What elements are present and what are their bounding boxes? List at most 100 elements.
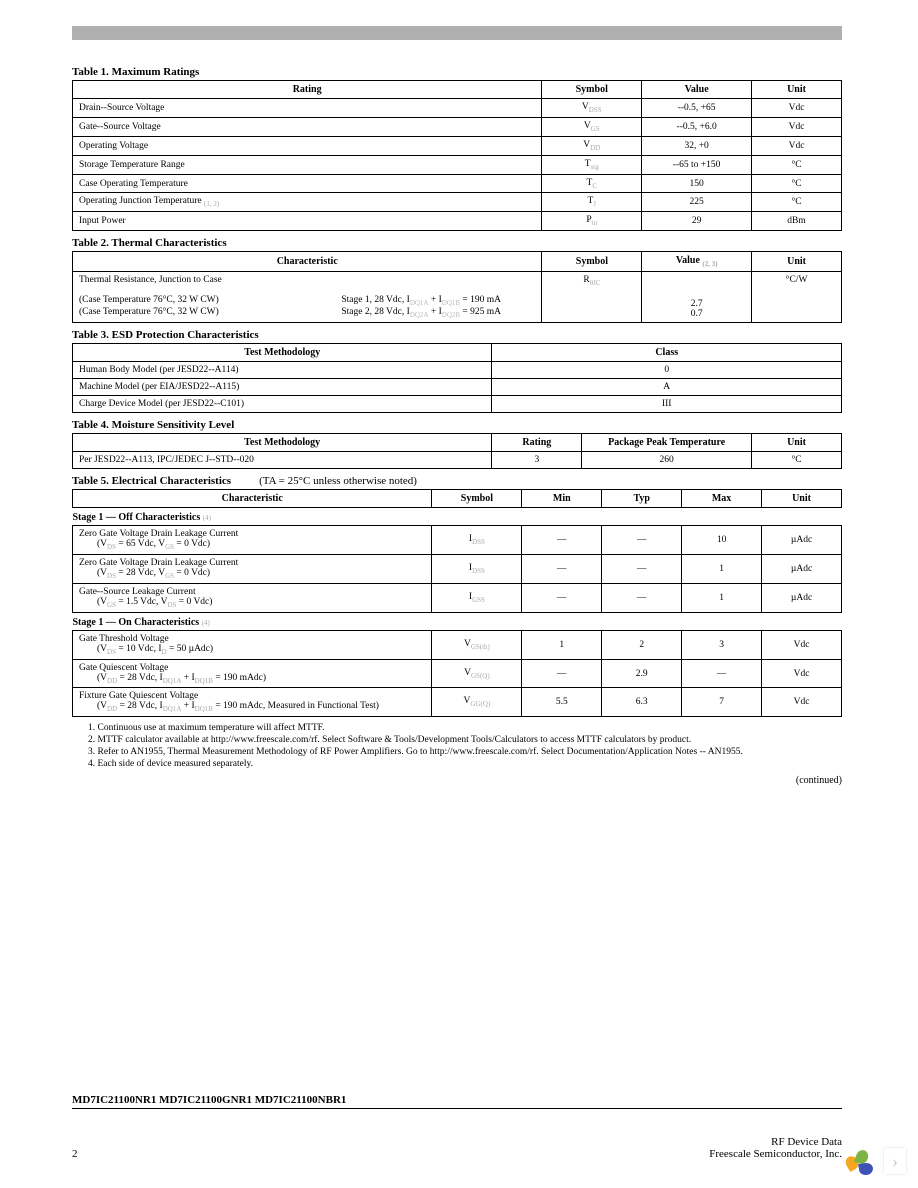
char-cell: Fixture Gate Quiescent Voltage(VDD = 28 … [73, 688, 432, 717]
class-cell: III [492, 396, 842, 413]
char-cell: Zero Gate Voltage Drain Leakage Current(… [73, 554, 432, 583]
rating-cell: Storage Temperature Range [73, 155, 542, 174]
unit-cell: Vdc [762, 630, 842, 659]
symbol-cell: IDSS [432, 554, 522, 583]
th-ppt: Package Peak Temperature [582, 434, 752, 452]
typ-cell: 6.3 [602, 688, 682, 717]
table2-title: Table 2. Thermal Characteristics [72, 237, 842, 249]
unit-cell: µAdc [762, 526, 842, 555]
class-cell: 0 [492, 362, 842, 379]
value-cell: 32, +0 [642, 136, 752, 155]
table-row: Operating Junction Temperature (1, 2) TJ… [73, 193, 842, 212]
th-symbol: Symbol [542, 252, 642, 272]
table2-header-row: Characteristic Symbol Value (2, 3) Unit [73, 252, 842, 272]
symbol-cell: TJ [542, 193, 642, 212]
header-gray-bar [72, 26, 842, 40]
th-value: Value [642, 81, 752, 99]
table2: Characteristic Symbol Value (2, 3) Unit … [72, 251, 842, 323]
table-row: Input Power Pin 29 dBm [73, 212, 842, 231]
th-unit: Unit [752, 81, 842, 99]
rating-cell: Drain--Source Voltage [73, 99, 542, 118]
th-symbol: Symbol [542, 81, 642, 99]
max-cell: — [682, 659, 762, 688]
footnote-item: 2. MTTF calculator available at http://w… [88, 735, 842, 745]
msl-ppt: 260 [582, 452, 752, 469]
logo-icon [844, 1146, 874, 1176]
th-rating: Rating [73, 81, 542, 99]
th-unit: Unit [752, 252, 842, 272]
section-off: Stage 1 — Off Characteristics (4) [73, 508, 842, 526]
th-unit: Unit [762, 490, 842, 508]
symbol-cell: VGS [542, 117, 642, 136]
table-row: Zero Gate Voltage Drain Leakage Current(… [73, 554, 842, 583]
symbol-cell: IGSS [432, 583, 522, 612]
table3-header-row: Test Methodology Class [73, 344, 842, 362]
unit-cell: dBm [752, 212, 842, 231]
table1-title: Table 1. Maximum Ratings [72, 66, 842, 78]
unit-cell: µAdc [762, 554, 842, 583]
method-cell: Charge Device Model (per JESD22--C101) [73, 396, 492, 413]
footer-rule [72, 1108, 842, 1109]
thermal-symbol: RθJC [542, 272, 642, 323]
value-cell: --0.5, +6.0 [642, 117, 752, 136]
table-row: Gate--Source Voltage VGS --0.5, +6.0 Vdc [73, 117, 842, 136]
table-row: Machine Model (per EIA/JESD22--A115)A [73, 379, 842, 396]
th-max: Max [682, 490, 762, 508]
msl-unit: °C [752, 452, 842, 469]
continued-label: (continued) [72, 775, 842, 786]
th-unit: Unit [752, 434, 842, 452]
thermal-values: 2.70.7 [642, 272, 752, 323]
min-cell: 1 [522, 630, 602, 659]
min-cell: — [522, 554, 602, 583]
table5-header-row: Characteristic Symbol Min Typ Max Unit [73, 490, 842, 508]
max-cell: 3 [682, 630, 762, 659]
unit-cell: Vdc [752, 117, 842, 136]
table3: Test Methodology Class Human Body Model … [72, 343, 842, 413]
next-page-icon[interactable]: › [884, 1148, 906, 1174]
th-typ: Typ [602, 490, 682, 508]
table-row: Gate--Source Leakage Current(VGS = 1.5 V… [73, 583, 842, 612]
th-method: Test Methodology [73, 344, 492, 362]
section-on: Stage 1 — On Characteristics (4) [73, 612, 842, 630]
symbol-cell: IDSS [432, 526, 522, 555]
th-method: Test Methodology [73, 434, 492, 452]
max-cell: 1 [682, 554, 762, 583]
rating-cell: Operating Voltage [73, 136, 542, 155]
unit-cell: °C [752, 174, 842, 193]
typ-cell: 2.9 [602, 659, 682, 688]
symbol-cell: Pin [542, 212, 642, 231]
msl-method: Per JESD22--A113, IPC/JEDEC J--STD--020 [73, 452, 492, 469]
table1: Rating Symbol Value Unit Drain--Source V… [72, 80, 842, 231]
table-row: Storage Temperature Range Tstg --65 to +… [73, 155, 842, 174]
msl-rating: 3 [492, 452, 582, 469]
table-row: Case Operating Temperature TC 150 °C [73, 174, 842, 193]
value-cell: --65 to +150 [642, 155, 752, 174]
rating-cell: Case Operating Temperature [73, 174, 542, 193]
page-content: Table 1. Maximum Ratings Rating Symbol V… [72, 60, 842, 786]
symbol-cell: VGS(Q) [432, 659, 522, 688]
min-cell: — [522, 526, 602, 555]
table4: Test Methodology Rating Package Peak Tem… [72, 433, 842, 469]
symbol-cell: VDD [542, 136, 642, 155]
th-value: Value (2, 3) [642, 252, 752, 272]
value-cell: --0.5, +65 [642, 99, 752, 118]
method-cell: Human Body Model (per JESD22--A114) [73, 362, 492, 379]
footnote-item: 3. Refer to AN1955, Thermal Measurement … [88, 747, 842, 757]
footnote-item: 1. Continuous use at maximum temperature… [88, 723, 842, 733]
table5: Characteristic Symbol Min Typ Max Unit S… [72, 489, 842, 717]
unit-cell: µAdc [762, 583, 842, 612]
max-cell: 1 [682, 583, 762, 612]
symbol-cell: VDSS [542, 99, 642, 118]
th-rating: Rating [492, 434, 582, 452]
typ-cell: — [602, 526, 682, 555]
unit-cell: °C [752, 193, 842, 212]
unit-cell: Vdc [752, 99, 842, 118]
value-cell: 150 [642, 174, 752, 193]
table5-title: Table 5. Electrical Characteristics(TA =… [72, 475, 842, 487]
rating-cell: Gate--Source Voltage [73, 117, 542, 136]
rating-cell: Operating Junction Temperature (1, 2) [73, 193, 542, 212]
char-cell: Gate--Source Leakage Current(VGS = 1.5 V… [73, 583, 432, 612]
char-cell: Gate Threshold Voltage(VDS = 10 Vdc, ID … [73, 630, 432, 659]
table-row: Fixture Gate Quiescent Voltage(VDD = 28 … [73, 688, 842, 717]
char-cell: Zero Gate Voltage Drain Leakage Current(… [73, 526, 432, 555]
